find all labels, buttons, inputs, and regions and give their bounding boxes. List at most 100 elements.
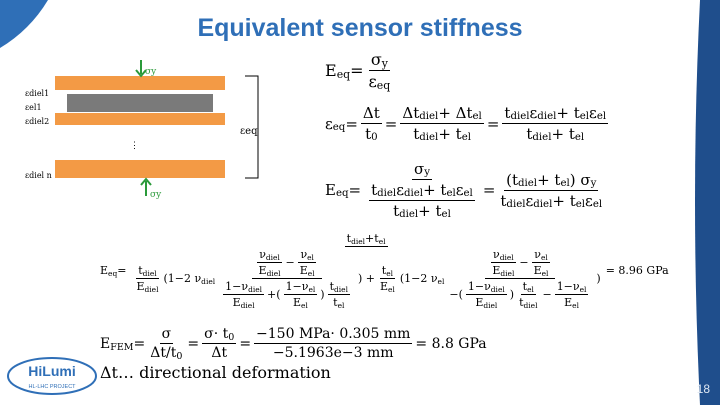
math-text: + t [418,202,442,220]
math-text: ε [325,114,333,133]
math-text: ) [509,288,515,301]
math-text: = [348,181,362,199]
fraction: −150 MPa· 0.305 mm −5.1963e−3 mm [254,326,413,361]
logo-subtitle: HL-LHC PROJECT [28,384,76,390]
math-subscript: el [527,284,534,294]
math-text: = [117,264,127,277]
math-subscript: diel [483,300,498,310]
math-subscript: 0 [371,132,378,144]
math-text: Δt/t [150,345,177,361]
math-text: ν [300,248,308,261]
math-subscript: y [424,167,430,179]
math-subscript: diel [377,188,397,200]
math-text: E [475,296,484,309]
math-subscript: diel [510,111,530,123]
denominator: Δt/t 0 [148,344,184,363]
math-text: t [413,125,420,143]
math-subscript: diel [240,300,255,310]
math-subscript: y [381,57,388,71]
math-subscript: el [441,209,451,221]
layer-label: εdiel n [25,171,52,180]
math-text: E [136,280,145,293]
math-text: E [100,264,109,277]
math-subscript: 0 [176,351,183,363]
math-subscript: el [386,268,394,278]
denominator: −5.1963e−3 mm [271,344,396,361]
fraction: (t diel + t el) σ y t diel ε diel + t el ε el [498,171,604,210]
math-text: −( [449,288,463,301]
math-subscript: el [307,252,314,262]
math-text: E [564,296,573,309]
math-subscript: el [579,111,590,123]
math-text: (t [506,170,518,189]
math-subscript: diel [201,276,216,286]
math-text: ε [529,104,538,122]
sigma-label: σy [150,190,162,200]
ellipsis: ⋮ [130,141,139,151]
denominator: t diel + t el [411,124,473,143]
numerator: ν diel [491,248,516,263]
numerator: Δt diel + Δt el [400,104,484,124]
sigma-label: σy [145,67,157,77]
fraction: Δt diel + Δt el t diel + t el [400,104,484,143]
fraction: t diel ε diel + t el ε el t diel + t el [502,104,609,143]
math-subscript: diel [490,284,505,294]
layer-diel [55,76,225,90]
math-subscript: el [592,198,603,210]
math-text: E [299,264,308,277]
math-subscript: diel [500,268,515,278]
math-subscript: eq [376,79,391,93]
math-text: (1−2 ν [399,272,438,285]
math-subscript: diel [142,268,157,278]
math-subscript: diel [399,209,419,221]
denominator: t diel + t el [524,124,586,143]
math-subscript: el [337,300,345,310]
math-subscript: el [301,300,308,310]
numerator: σ [159,326,174,344]
math-text: (1−2 ν [163,272,202,285]
numerator: t diel ε diel + t el ε el [369,181,475,201]
math-subscript: diel [499,252,514,262]
layer-diel [55,113,225,125]
math-text: −5.1963e−3 mm [272,345,394,361]
math-text: t [371,181,378,199]
eps-eq-label: εeq [240,126,258,137]
numerator: t el [520,280,536,295]
math-text: ) [596,272,601,285]
logo-name: HiLumi [28,363,75,379]
math-subscript: el [308,284,316,294]
math-text: + t [556,104,580,122]
math-text: E [325,61,337,80]
math-subscript: el [472,111,482,123]
side-band [695,0,720,405]
math-text: σ· t [204,326,229,342]
fraction: t diel ε diel + t el ε el t diel + t el [369,181,475,220]
math-subscript: diel [144,284,159,294]
fraction: Δt t 0 [360,104,382,143]
denominator: t diel + t el [391,201,453,220]
math-text: ε [455,181,464,199]
math-text: = [486,114,500,133]
math-text: ) + [357,272,375,285]
math-text: = [350,61,364,80]
math-text: ) [320,288,325,301]
math-text: ε [368,72,377,91]
